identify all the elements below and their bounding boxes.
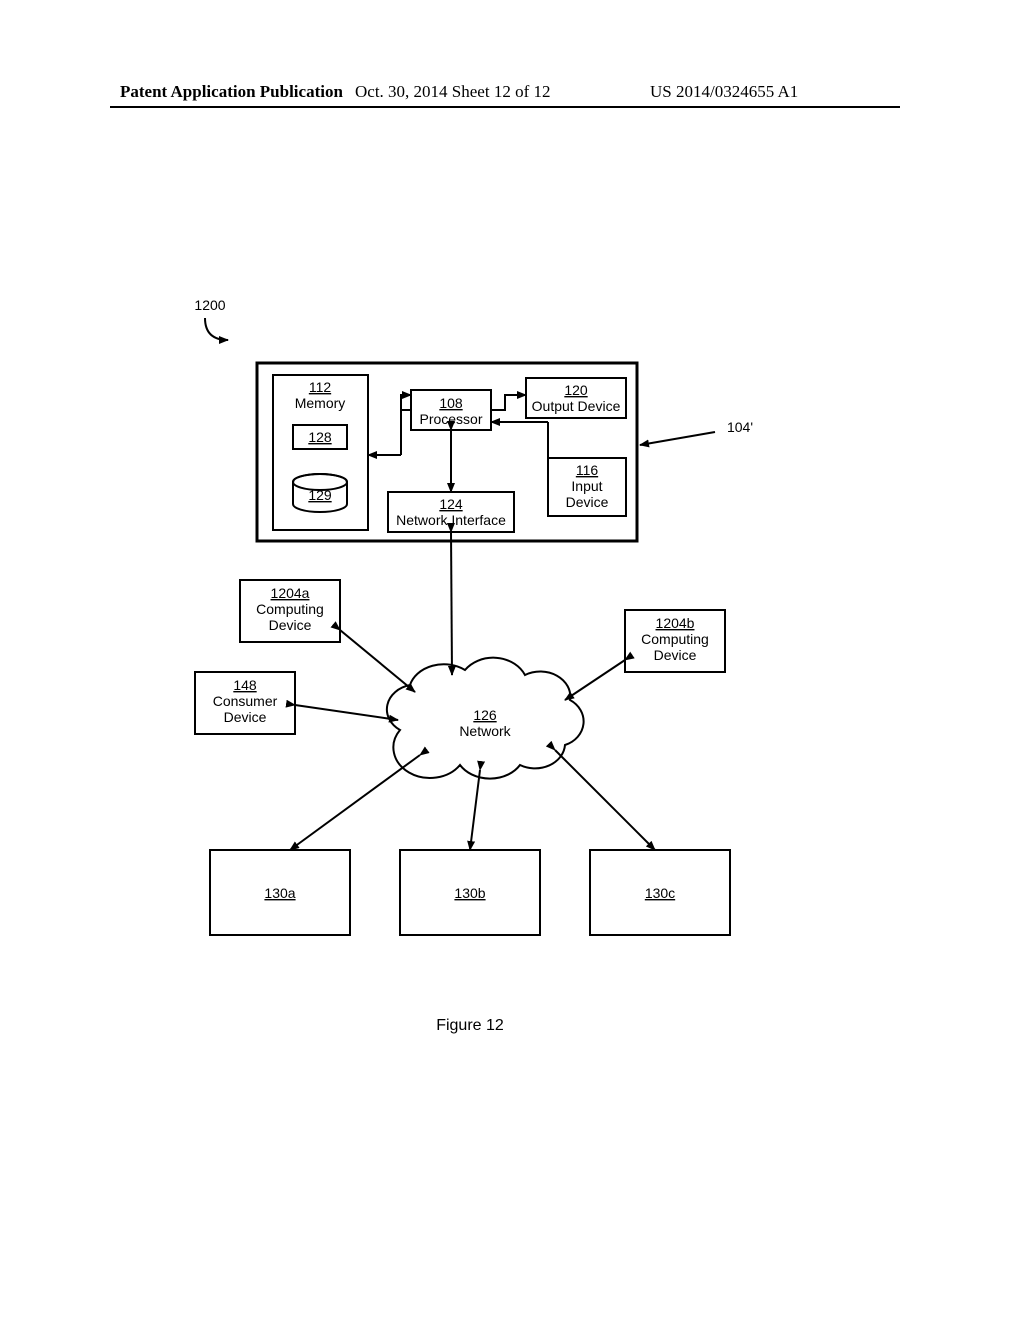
netif-ref: 124 (439, 496, 463, 512)
input-ref: 116 (576, 462, 599, 478)
mem128-ref: 128 (308, 429, 332, 445)
arrow-netif-cloud (451, 532, 452, 675)
comp-a-ref: 1204a (271, 585, 310, 601)
page-header: Patent Application Publication Oct. 30, … (0, 82, 1024, 106)
consumer-l2: Device (224, 709, 267, 725)
b130c-ref: 130c (645, 885, 675, 901)
network-label: Network (459, 723, 511, 739)
header-right: US 2014/0324655 A1 (650, 82, 798, 102)
processor-label: Processor (419, 411, 482, 427)
consumer-l1: Consumer (213, 693, 278, 709)
input-label2: Device (566, 494, 609, 510)
b130a-ref: 130a (264, 885, 295, 901)
output-label: Output Device (532, 398, 621, 414)
b130b-ref: 130b (454, 885, 485, 901)
comp-b-l1: Computing (641, 631, 709, 647)
comp-b-ref: 1204b (656, 615, 695, 631)
netif-label: Network Interface (396, 512, 506, 528)
processor-ref: 108 (439, 395, 463, 411)
comp-a-l1: Computing (256, 601, 324, 617)
arrow-compb-cloud (565, 660, 625, 700)
comp-b-l2: Device (654, 647, 697, 663)
network-ref: 126 (473, 707, 497, 723)
header-rule (110, 106, 900, 108)
consumer-ref: 148 (233, 677, 257, 693)
page: Patent Application Publication Oct. 30, … (0, 0, 1024, 1320)
output-ref: 120 (564, 382, 588, 398)
input-label1: Input (571, 478, 602, 494)
arrow-cloud-130c (555, 750, 655, 850)
arrow-cloud-130a (290, 755, 420, 850)
header-left: Patent Application Publication (120, 82, 343, 102)
mem129-ref: 129 (308, 487, 332, 503)
callout-104-line (640, 432, 715, 445)
memory-ref: 112 (309, 379, 332, 395)
figure-number-arrow (205, 318, 228, 340)
comp-a-l2: Device (269, 617, 312, 633)
memory-label: Memory (295, 395, 346, 411)
arrow-compa-cloud (340, 630, 415, 692)
arrow-consumer-cloud (295, 705, 398, 720)
callout-104: 104' (727, 419, 753, 435)
arrow-cloud-130b (470, 770, 480, 850)
header-middle: Oct. 30, 2014 Sheet 12 of 12 (355, 82, 550, 102)
figure-caption: Figure 12 (436, 1017, 504, 1034)
figure-number: 1200 (194, 297, 225, 313)
figure-canvas: 1200 104' 112 Memory 128 129 108 (0, 260, 1024, 1200)
